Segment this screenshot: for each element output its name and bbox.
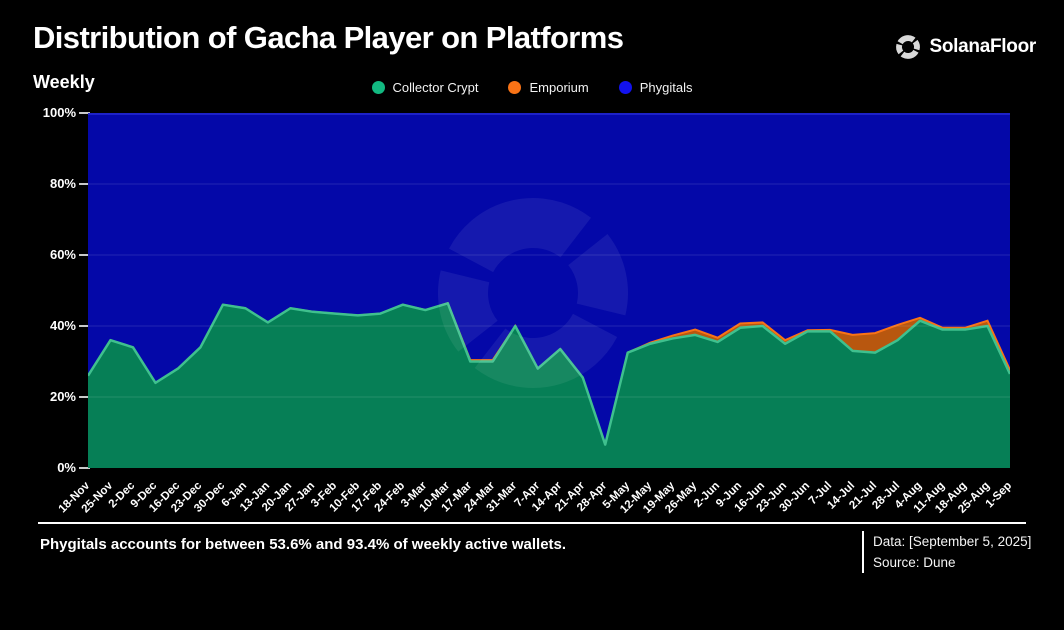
legend-dot-icon (508, 81, 522, 94)
legend-label: Phygitals (639, 80, 693, 95)
footer-note: Phygitals accounts for between 53.6% and… (40, 536, 567, 553)
chart-subtitle: Weekly (33, 72, 95, 92)
x-axis-labels: 18-Nov 25-Nov 2-Dec 9-Dec 16-Dec 23-Dec 30-Dec… (57, 472, 1015, 527)
y-tick-mark (79, 112, 90, 114)
y-tick-label: 100% (42, 105, 76, 120)
watermark-swirl-icon (438, 197, 628, 388)
data-date-label: Data: [September 5, 2025] (873, 534, 1032, 549)
footer-divider (38, 522, 1026, 524)
stacked-area-chart (86, 113, 1012, 468)
solanafloor-swirl-icon (895, 35, 920, 59)
page-title: Distribution of Gacha Player on Platform… (33, 20, 624, 55)
collector-crypt-line (86, 302, 1012, 446)
y-tick-label: 0% (57, 460, 76, 475)
y-axis-labels: 0% 20% 40% 60% 80% 100% (0, 105, 76, 475)
y-tick-mark (79, 396, 90, 398)
y-tick-mark (79, 254, 90, 256)
data-source-label: Source: Dune (873, 555, 956, 570)
y-tick-mark (79, 183, 90, 185)
legend-label: Emporium (529, 80, 589, 95)
legend-dot-icon (371, 81, 385, 94)
brand-logo: SolanaFloor (894, 33, 1037, 61)
data-source-block: Data: [September 5, 2025] Source: Dune (862, 531, 1031, 573)
legend-item-phygitals[interactable]: Phygitals (618, 80, 693, 95)
y-tick-mark (79, 467, 90, 469)
chart-legend: Collector Crypt Emporium Phygitals (0, 80, 1064, 95)
brand-name: SolanaFloor (929, 36, 1037, 57)
legend-dot-icon (618, 81, 632, 94)
y-tick-label: 80% (49, 176, 76, 191)
legend-item-emporium[interactable]: Emporium (508, 80, 589, 95)
y-tick-label: 60% (49, 247, 76, 262)
y-tick-label: 40% (49, 318, 76, 333)
y-tick-label: 20% (49, 389, 76, 404)
y-axis-ticks (79, 112, 91, 469)
legend-label: Collector Crypt (392, 80, 479, 95)
area-collector-crypt (88, 303, 1010, 468)
y-tick-mark (79, 325, 90, 327)
chart-canvas (86, 113, 1012, 468)
gacha-distribution-dashboard: Distribution of Gacha Player on Platform… (0, 20, 1064, 573)
legend-item-collector-crypt[interactable]: Collector Crypt (371, 80, 479, 95)
